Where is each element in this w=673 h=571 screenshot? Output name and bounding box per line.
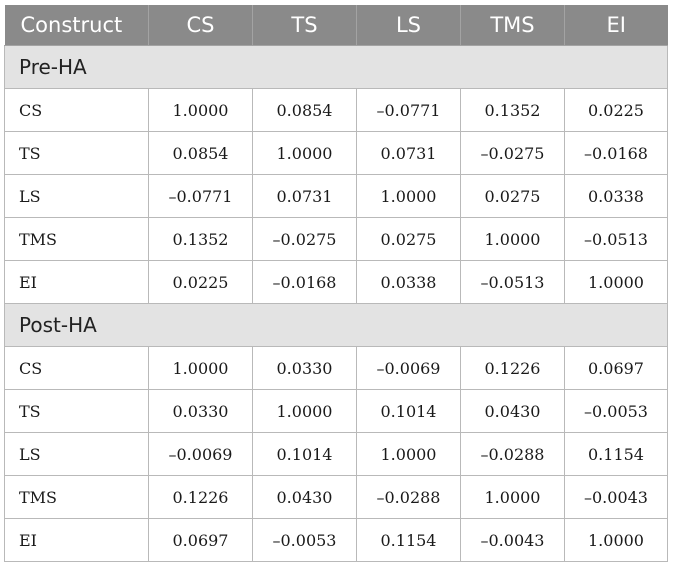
table-cell: –0.0069 bbox=[356, 346, 461, 390]
table-cell: –0.0053 bbox=[252, 518, 357, 562]
table-cell: –0.0513 bbox=[460, 260, 565, 304]
table-cell: –0.0771 bbox=[148, 174, 253, 218]
table-cell: 1.0000 bbox=[460, 217, 565, 261]
table-cell: –0.0513 bbox=[564, 217, 668, 261]
table-cell: 1.0000 bbox=[148, 346, 253, 390]
column-header-ei: EI bbox=[564, 5, 668, 46]
table-cell: 1.0000 bbox=[460, 475, 565, 519]
table-cell: –0.0275 bbox=[252, 217, 357, 261]
table-cell: –0.0043 bbox=[564, 475, 668, 519]
table-row: TS 0.0854 1.0000 0.0731 –0.0275 –0.0168 bbox=[4, 131, 668, 175]
table-row: TMS 0.1226 0.0430 –0.0288 1.0000 –0.0043 bbox=[4, 475, 668, 519]
table-row: LS –0.0069 0.1014 1.0000 –0.0288 0.1154 bbox=[4, 432, 668, 476]
table-cell: 0.0275 bbox=[356, 217, 461, 261]
table-row: TS 0.0330 1.0000 0.1014 0.0430 –0.0053 bbox=[4, 389, 668, 433]
table-body: Pre-HA CS 1.0000 0.0854 –0.0771 0.1352 0.0225 T… bbox=[4, 45, 668, 562]
table-cell: 0.1014 bbox=[356, 389, 461, 433]
table-cell: 0.1154 bbox=[564, 432, 668, 476]
table-cell: 0.0697 bbox=[564, 346, 668, 390]
table-cell: 0.0338 bbox=[564, 174, 668, 218]
row-label: TMS bbox=[4, 475, 149, 519]
section-title: Pre-HA bbox=[4, 45, 668, 89]
table-cell: 0.0731 bbox=[356, 131, 461, 175]
table-cell: 0.0338 bbox=[356, 260, 461, 304]
table-cell: 0.0330 bbox=[252, 346, 357, 390]
table-cell: 0.0225 bbox=[148, 260, 253, 304]
table-cell: 0.1226 bbox=[148, 475, 253, 519]
table-cell: 1.0000 bbox=[148, 88, 253, 132]
correlation-table-container: Construct CS TS LS TMS EI Pre-HA CS 1.0000… bbox=[4, 5, 668, 562]
column-header-cs: CS bbox=[148, 5, 253, 46]
table-row: TMS 0.1352 –0.0275 0.0275 1.0000 –0.0513 bbox=[4, 217, 668, 261]
table-cell: 0.0731 bbox=[252, 174, 357, 218]
table-cell: 0.1226 bbox=[460, 346, 565, 390]
row-label: EI bbox=[4, 518, 149, 562]
table-cell: 1.0000 bbox=[252, 131, 357, 175]
column-header-ts: TS bbox=[252, 5, 357, 46]
table-cell: 0.1352 bbox=[148, 217, 253, 261]
table-row: CS 1.0000 0.0854 –0.0771 0.1352 0.0225 bbox=[4, 88, 668, 132]
table-cell: 0.0330 bbox=[148, 389, 253, 433]
column-header-construct: Construct bbox=[4, 5, 149, 46]
table-cell: 1.0000 bbox=[564, 518, 668, 562]
row-label: EI bbox=[4, 260, 149, 304]
section-header-row: Pre-HA bbox=[4, 45, 668, 89]
table-row: LS –0.0771 0.0731 1.0000 0.0275 0.0338 bbox=[4, 174, 668, 218]
table-cell: 0.1352 bbox=[460, 88, 565, 132]
table-cell: 1.0000 bbox=[564, 260, 668, 304]
table-cell: 0.0430 bbox=[460, 389, 565, 433]
section-title: Post-HA bbox=[4, 303, 668, 347]
table-row: CS 1.0000 0.0330 –0.0069 0.1226 0.0697 bbox=[4, 346, 668, 390]
table-cell: –0.0069 bbox=[148, 432, 253, 476]
table-cell: –0.0275 bbox=[460, 131, 565, 175]
table-cell: –0.0771 bbox=[356, 88, 461, 132]
table-cell: 0.0854 bbox=[252, 88, 357, 132]
row-label: CS bbox=[4, 346, 149, 390]
row-label: LS bbox=[4, 432, 149, 476]
table-cell: –0.0053 bbox=[564, 389, 668, 433]
row-label: CS bbox=[4, 88, 149, 132]
row-label: TMS bbox=[4, 217, 149, 261]
table-cell: 1.0000 bbox=[356, 174, 461, 218]
section-header-row: Post-HA bbox=[4, 303, 668, 347]
table-cell: 0.1154 bbox=[356, 518, 461, 562]
table-cell: 0.0697 bbox=[148, 518, 253, 562]
table-cell: –0.0168 bbox=[252, 260, 357, 304]
row-label: LS bbox=[4, 174, 149, 218]
correlation-table: Construct CS TS LS TMS EI Pre-HA CS 1.0000… bbox=[4, 5, 668, 562]
table-cell: 0.1014 bbox=[252, 432, 357, 476]
table-cell: 0.0225 bbox=[564, 88, 668, 132]
row-label: TS bbox=[4, 131, 149, 175]
table-cell: –0.0288 bbox=[460, 432, 565, 476]
table-cell: 1.0000 bbox=[252, 389, 357, 433]
table-cell: 0.0275 bbox=[460, 174, 565, 218]
table-cell: 0.0430 bbox=[252, 475, 357, 519]
column-header-ls: LS bbox=[356, 5, 461, 46]
column-header-tms: TMS bbox=[460, 5, 565, 46]
table-cell: –0.0288 bbox=[356, 475, 461, 519]
table-cell: 0.0854 bbox=[148, 131, 253, 175]
table-cell: –0.0043 bbox=[460, 518, 565, 562]
table-row: EI 0.0697 –0.0053 0.1154 –0.0043 1.0000 bbox=[4, 518, 668, 562]
table-cell: –0.0168 bbox=[564, 131, 668, 175]
table-header-row: Construct CS TS LS TMS EI bbox=[4, 5, 668, 46]
row-label: TS bbox=[4, 389, 149, 433]
table-row: EI 0.0225 –0.0168 0.0338 –0.0513 1.0000 bbox=[4, 260, 668, 304]
table-cell: 1.0000 bbox=[356, 432, 461, 476]
